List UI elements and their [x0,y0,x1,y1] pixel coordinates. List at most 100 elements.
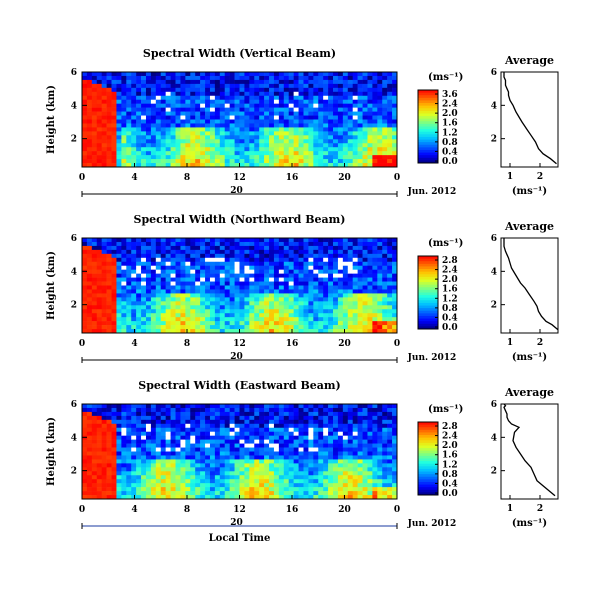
heatmap-cell [195,475,201,480]
heatmap-cell [91,265,98,270]
heatmap-cell [308,451,314,456]
heatmap-cell [160,305,166,310]
heatmap-cell [269,313,275,318]
heatmap-cell [362,321,368,326]
heatmap-cell [101,321,107,326]
heatmap-cell [111,99,117,104]
heatmap-cell [342,111,349,116]
heatmap-cell [185,79,191,85]
heatmap-cell [219,439,226,444]
heatmap-cell [101,427,107,433]
heatmap-cell [269,463,275,468]
heatmap-cell [209,289,216,294]
heatmap-cell [323,155,329,160]
heatmap-cell [111,487,117,492]
heatmap-cell [160,241,166,247]
heatmap-cell [288,447,294,452]
heatmap-cell [264,325,270,330]
heatmap-cell [190,301,196,306]
heatmap-cell [195,83,201,89]
heatmap-cell [224,135,230,140]
heatmap-cell [283,407,290,413]
heatmap-cell [347,151,353,156]
heatmap-cell [372,103,378,108]
heatmap-cell [170,451,176,456]
heatmap-cell [254,265,260,270]
heatmap-cell [185,281,191,286]
heatmap-cell [219,123,226,128]
heatmap-cell [116,459,122,464]
colorbar-segment [418,276,438,280]
heatmap-cell [357,487,363,492]
heatmap-cell [185,431,191,436]
heatmap-cell [165,281,171,286]
heatmap-cell [82,479,88,484]
heatmap-cell [323,159,329,164]
heatmap-cell [342,151,349,156]
heatmap-cell [313,75,319,81]
heatmap-cell [372,419,378,425]
heatmap-cell [249,111,255,116]
heatmap-cell [347,309,353,314]
heatmap-cell [342,467,349,472]
heatmap-cell [333,257,339,263]
heatmap-cell [175,273,181,278]
heatmap-cell [352,415,358,421]
heatmap-cell [116,325,122,330]
heatmap-cell [273,289,280,294]
heatmap-cell [116,238,122,243]
heatmap-cell [303,269,309,274]
heatmap-cell [278,281,285,286]
heatmap-cell [190,309,196,314]
heatmap-cell [145,495,152,500]
heatmap-cell [303,238,309,243]
heatmap-cell [239,111,245,116]
heatmap-cell [259,301,265,306]
heatmap-cell [160,273,166,278]
heatmap-cell [249,317,255,322]
heatmap-cell [259,238,265,243]
heatmap-cell [229,83,235,89]
heatmap-cell [195,495,201,500]
heatmap-cell [357,285,363,290]
heatmap-cell [234,427,240,433]
heatmap-cell [91,155,98,160]
heatmap-cell [259,435,265,440]
heatmap-cell [333,143,339,148]
heatmap-cell [150,119,157,124]
heatmap-cell [101,277,107,282]
heatmap-cell [190,439,196,444]
heatmap-cell [269,277,275,282]
heatmap-cell [101,325,107,330]
heatmap-cell [298,103,304,108]
heatmap-cell [195,491,201,496]
heatmap-cell [293,285,299,290]
heatmap-cell [185,317,191,322]
heatmap-cell [273,238,280,243]
heatmap-cell [298,147,304,152]
heatmap-cell [269,245,275,251]
heatmap-cell [352,451,358,456]
heatmap-cell [111,317,117,322]
heatmap-cell [86,463,93,468]
heatmap-cell [91,459,98,464]
heatmap-cell [303,463,309,468]
heatmap-cell [318,147,324,152]
heatmap-cell [136,261,142,267]
heatmap-cell [91,123,98,128]
heatmap-cell [293,301,299,306]
heatmap-cell [219,107,226,112]
heatmap-cell [180,253,186,259]
heatmap-cell [200,415,206,421]
heatmap-cell [288,253,294,259]
heatmap-cell [337,459,344,464]
heatmap-cell [180,111,186,116]
heatmap-cell [382,463,388,468]
heatmap-cell [160,253,166,259]
heatmap-cell [333,115,339,120]
heatmap-cell [131,467,137,472]
heatmap-cell [96,463,102,468]
heatmap-cell [131,253,137,259]
heatmap-cell [288,309,294,314]
heatmap-cell [111,407,117,413]
